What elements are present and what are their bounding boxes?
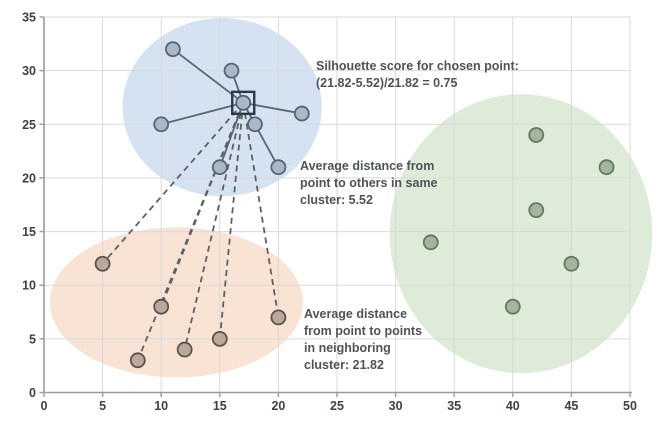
data-point-far-cluster-green bbox=[528, 202, 545, 219]
data-point-far-cluster-green bbox=[504, 298, 521, 315]
data-point-neighboring-cluster-orange bbox=[94, 255, 111, 272]
x-tick-label: 5 bbox=[99, 399, 106, 413]
axes bbox=[39, 16, 632, 397]
data-point-same-cluster-blue bbox=[153, 116, 170, 133]
x-tick-label: 0 bbox=[41, 399, 48, 413]
cluster-ellipses bbox=[49, 18, 653, 378]
data-point-same-cluster-blue bbox=[211, 159, 228, 176]
y-tick-label: 35 bbox=[22, 11, 36, 25]
data-point-neighboring-cluster-orange bbox=[270, 309, 287, 326]
annotation-line: point to others in same bbox=[300, 176, 438, 190]
y-tick-label: 15 bbox=[22, 225, 36, 239]
x-tick-label: 25 bbox=[330, 399, 344, 413]
data-point-same-cluster-blue bbox=[165, 41, 181, 58]
annotation-line: cluster: 5.52 bbox=[300, 193, 373, 207]
distance-line-dashed bbox=[183, 102, 245, 350]
distance-line-dashed bbox=[218, 102, 245, 339]
y-tick-label: 25 bbox=[22, 118, 36, 132]
annotation-avg-distance-neighboring: Average distance from point to points in… bbox=[304, 306, 422, 374]
data-point-neighboring-cluster-orange bbox=[129, 352, 146, 369]
annotation-line: in neighboring bbox=[304, 341, 391, 355]
x-tick-label: 40 bbox=[506, 399, 520, 413]
annotation-line: Average distance from bbox=[300, 159, 435, 173]
data-point-neighboring-cluster-orange bbox=[176, 341, 193, 358]
y-tick-label: 10 bbox=[22, 279, 36, 293]
y-tick-label: 5 bbox=[29, 332, 36, 346]
y-tick-label: 30 bbox=[22, 64, 36, 78]
data-point-far-cluster-green bbox=[528, 127, 545, 143]
x-tick-label: 45 bbox=[564, 399, 578, 413]
x-tick-label: 50 bbox=[623, 399, 637, 413]
data-point-neighboring-cluster-orange bbox=[211, 330, 228, 347]
x-tick-label: 15 bbox=[213, 399, 227, 413]
distance-line-solid bbox=[243, 101, 303, 115]
annotation-line: (21.82-5.52)/21.82 = 0.75 bbox=[316, 76, 458, 90]
distance-line-dashed bbox=[242, 102, 280, 318]
data-point-far-cluster-green bbox=[422, 234, 439, 251]
annotation-line: cluster: 21.82 bbox=[304, 358, 384, 372]
x-tick-label: 20 bbox=[271, 399, 285, 413]
annotation-silhouette-score: Silhouette score for chosen point: (21.8… bbox=[316, 58, 519, 92]
y-tick-label: 0 bbox=[29, 386, 36, 400]
annotation-line: Silhouette score for chosen point: bbox=[316, 59, 519, 73]
x-tick-label: 35 bbox=[447, 399, 461, 413]
cluster-ellipse-same-cluster-blue bbox=[122, 18, 322, 197]
chosen-data-point bbox=[235, 94, 252, 111]
chosen-point-square-marker bbox=[231, 90, 256, 116]
annotation-line: Average distance bbox=[304, 307, 408, 321]
data-point-far-cluster-green bbox=[563, 255, 580, 272]
annotation-line: from point to points bbox=[304, 324, 423, 338]
data-point-far-cluster-green bbox=[598, 159, 615, 176]
distance-line-dashed bbox=[136, 102, 245, 361]
grid-lines bbox=[44, 16, 631, 393]
distance-line-solid bbox=[160, 101, 244, 126]
cluster-ellipse-far-cluster-green bbox=[389, 94, 653, 374]
y-tick-label: 20 bbox=[22, 171, 36, 185]
data-points bbox=[94, 41, 615, 369]
data-point-neighboring-cluster-orange bbox=[153, 298, 170, 315]
x-tick-label: 30 bbox=[389, 399, 403, 413]
distance-line-dashed bbox=[101, 102, 244, 265]
tick-labels: 0 5 10 15 20 25 30 35 40 45 50 0 5 10 15 20 25 30 35 bbox=[22, 11, 637, 414]
cluster-ellipse-neighboring-cluster-orange bbox=[49, 227, 304, 378]
x-tick-label: 10 bbox=[154, 399, 168, 413]
data-point-same-cluster-blue bbox=[270, 159, 287, 176]
annotation-avg-distance-same: Average distance from point to others in… bbox=[300, 158, 438, 209]
data-point-same-cluster-blue bbox=[223, 62, 240, 79]
data-point-same-cluster-blue bbox=[293, 105, 310, 122]
data-point-same-cluster-blue bbox=[247, 116, 263, 133]
